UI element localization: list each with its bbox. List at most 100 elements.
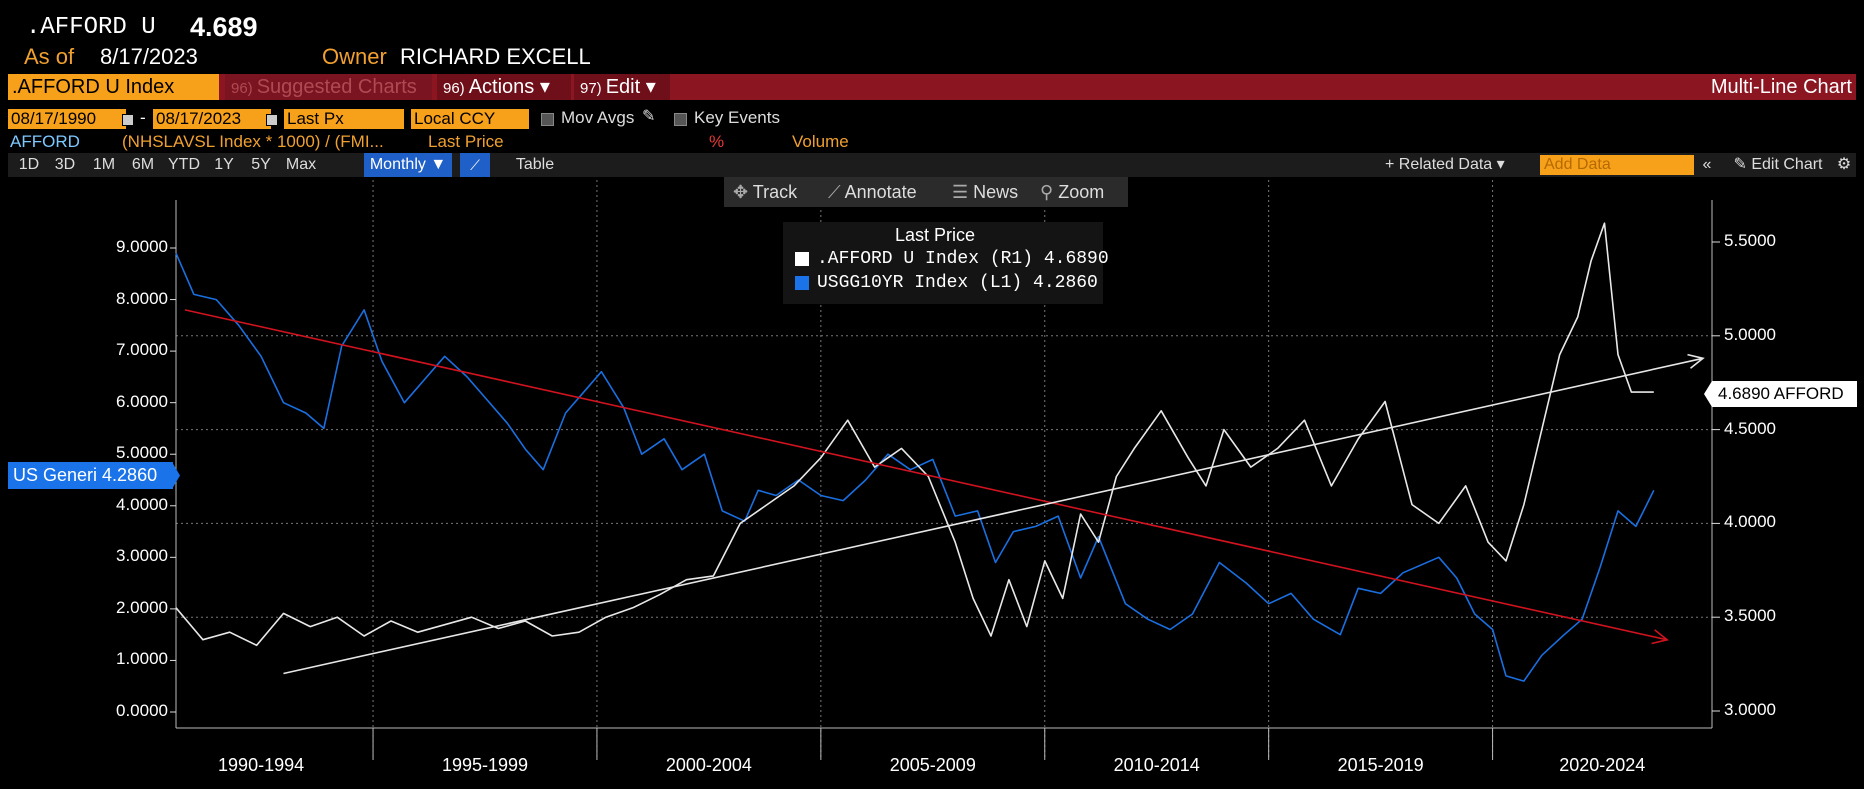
trendline-arrowhead-down bbox=[1651, 629, 1669, 645]
series-field: Last Price bbox=[428, 132, 504, 151]
news-icon: ☰ bbox=[952, 182, 969, 202]
tag-arrow-right bbox=[1704, 381, 1712, 407]
legend-swatch-us10y bbox=[795, 276, 809, 290]
period-button-max[interactable]: Max bbox=[285, 156, 317, 173]
add-data-input[interactable]: Add Data bbox=[1544, 156, 1611, 173]
x-axis-tick-label: 2000-2004 bbox=[665, 755, 752, 775]
tag-arrow-left bbox=[172, 462, 180, 489]
trendline-up bbox=[283, 357, 1704, 675]
x-axis-tick-label: 2005-2009 bbox=[889, 755, 976, 775]
series-line-us10y bbox=[175, 252, 1655, 682]
actions-button[interactable]: 96) Actions ▾ bbox=[437, 74, 571, 100]
left-axis-tick-label: 1.0000 bbox=[116, 649, 168, 669]
table-button[interactable]: Table bbox=[515, 156, 555, 173]
as-of-label: As of bbox=[24, 44, 75, 69]
last-value-tag-afford: 4.6890 AFFORD bbox=[1712, 381, 1857, 407]
suggested-label: Suggested Charts bbox=[256, 76, 417, 98]
left-axis-tick-label: 8.0000 bbox=[116, 288, 168, 308]
mov-avgs-label: Mov Avgs bbox=[561, 108, 635, 127]
track-tool[interactable]: ✥ Track bbox=[733, 177, 797, 207]
line-chart-icon[interactable]: ⟋ bbox=[460, 153, 490, 177]
volume-label: Volume bbox=[792, 132, 849, 151]
period-selected-dropdown[interactable]: Monthly ▼ bbox=[364, 153, 452, 177]
right-axis-tick-label: 3.5000 bbox=[1724, 606, 1776, 626]
period-button-6m[interactable]: 6M bbox=[131, 156, 155, 173]
add-data-input-bg bbox=[1540, 155, 1694, 175]
start-date-field[interactable]: 08/17/1990 bbox=[8, 109, 126, 129]
left-axis-tick-label: 5.0000 bbox=[116, 443, 168, 463]
chart-grid bbox=[176, 180, 1712, 760]
ticker-value: 4.689 bbox=[190, 12, 258, 42]
calendar-icon[interactable] bbox=[266, 114, 278, 126]
end-date-field[interactable]: 08/17/2023 bbox=[153, 109, 271, 129]
trendline-down bbox=[184, 309, 1668, 641]
key-events-checkbox[interactable] bbox=[674, 113, 687, 126]
left-axis-tick-label: 0.0000 bbox=[116, 701, 168, 720]
chart-trendlines bbox=[184, 309, 1705, 675]
last-value-tag-us10y: US Generi 4.2860 bbox=[8, 462, 173, 489]
series-name: AFFORD bbox=[10, 132, 80, 151]
gear-icon[interactable]: ⚙ bbox=[1836, 156, 1852, 173]
period-button-5y[interactable]: 5Y bbox=[251, 156, 271, 173]
track-label: Track bbox=[752, 182, 798, 202]
currency-select[interactable]: Local CCY bbox=[411, 109, 529, 129]
chart-legend bbox=[783, 222, 1103, 304]
period-button-3d[interactable]: 3D bbox=[54, 156, 76, 173]
period-button-1m[interactable]: 1M bbox=[92, 156, 116, 173]
collapse-icon[interactable]: « bbox=[1702, 156, 1712, 173]
edit-label: Edit ▾ bbox=[605, 76, 656, 98]
news-label: News bbox=[973, 182, 1019, 202]
right-axis-tick-label: 4.5000 bbox=[1724, 418, 1776, 438]
edit-num: 97) bbox=[580, 80, 602, 97]
actions-num: 96) bbox=[443, 80, 465, 97]
left-axis-tick-label: 2.0000 bbox=[116, 597, 168, 617]
news-tool[interactable]: ☰ News bbox=[952, 177, 1018, 207]
zoom-icon: ⚲ bbox=[1040, 182, 1054, 202]
date-dash: - bbox=[140, 108, 146, 127]
key-events-label: Key Events bbox=[694, 108, 780, 127]
right-axis-tick-label: 5.0000 bbox=[1724, 324, 1776, 344]
annotate-label: Annotate bbox=[844, 182, 917, 202]
period-button-1y[interactable]: 1Y bbox=[214, 156, 234, 173]
chart-tools-bar bbox=[724, 177, 1128, 207]
zoom-label: Zoom bbox=[1058, 182, 1105, 202]
period-button-1d[interactable]: 1D bbox=[18, 156, 40, 173]
suggested-charts-button[interactable]: 96) Suggested Charts bbox=[225, 74, 432, 100]
crosshair-icon: ✥ bbox=[733, 182, 749, 202]
price-field-select[interactable]: Last Px bbox=[284, 109, 404, 129]
legend-entry-us10y: USGG10YR Index (L1) 4.2860 bbox=[817, 273, 1098, 293]
suggested-num: 96) bbox=[231, 80, 253, 97]
legend-swatch-afford bbox=[795, 252, 809, 266]
left-axis-tick-label: 6.0000 bbox=[116, 391, 168, 411]
x-axis-tick-label: 1990-1994 bbox=[218, 755, 305, 775]
right-axis-tick-label: 5.5000 bbox=[1724, 231, 1776, 250]
calendar-icon[interactable] bbox=[122, 114, 134, 126]
left-axis-tick-label: 3.0000 bbox=[116, 546, 168, 566]
edit-chart-button[interactable]: ✎ Edit Chart bbox=[1733, 156, 1823, 173]
zoom-tool[interactable]: ⚲ Zoom bbox=[1040, 177, 1104, 207]
pencil-icon[interactable]: ✎ bbox=[642, 108, 656, 125]
x-axis-tick-label: 2010-2014 bbox=[1113, 755, 1200, 775]
index-field[interactable]: .AFFORD U Index bbox=[8, 74, 219, 100]
as-of-date: 8/17/2023 bbox=[100, 44, 198, 69]
left-axis-tick-label: 9.0000 bbox=[116, 237, 168, 256]
annotate-icon: ⟋ bbox=[828, 182, 841, 202]
ticker-title: .AFFORD U bbox=[26, 14, 156, 41]
period-button-ytd[interactable]: YTD bbox=[168, 156, 200, 173]
right-axis-tick-label: 4.0000 bbox=[1724, 512, 1776, 532]
mov-avgs-checkbox[interactable] bbox=[541, 113, 554, 126]
annotate-tool[interactable]: ⟋ Annotate bbox=[828, 177, 917, 207]
legend-entry-afford: .AFFORD U Index (R1) 4.6890 bbox=[817, 249, 1109, 269]
owner-label: Owner bbox=[322, 44, 387, 69]
related-data-button[interactable]: + Related Data ▾ bbox=[1385, 156, 1505, 173]
x-axis-tick-label: 2015-2019 bbox=[1337, 755, 1424, 775]
x-axis-tick-label: 1995-1999 bbox=[441, 755, 529, 775]
percent-label: % bbox=[709, 132, 725, 151]
right-axis-tick-label: 3.0000 bbox=[1724, 700, 1776, 719]
series-line-afford bbox=[175, 222, 1654, 647]
owner-name: RICHARD EXCELL bbox=[400, 44, 591, 69]
series-formula: (NHSLAVSL Index * 1000) / (FMI... bbox=[122, 132, 384, 151]
actions-label: Actions ▾ bbox=[468, 76, 550, 98]
edit-button[interactable]: 97) Edit ▾ bbox=[574, 74, 670, 100]
